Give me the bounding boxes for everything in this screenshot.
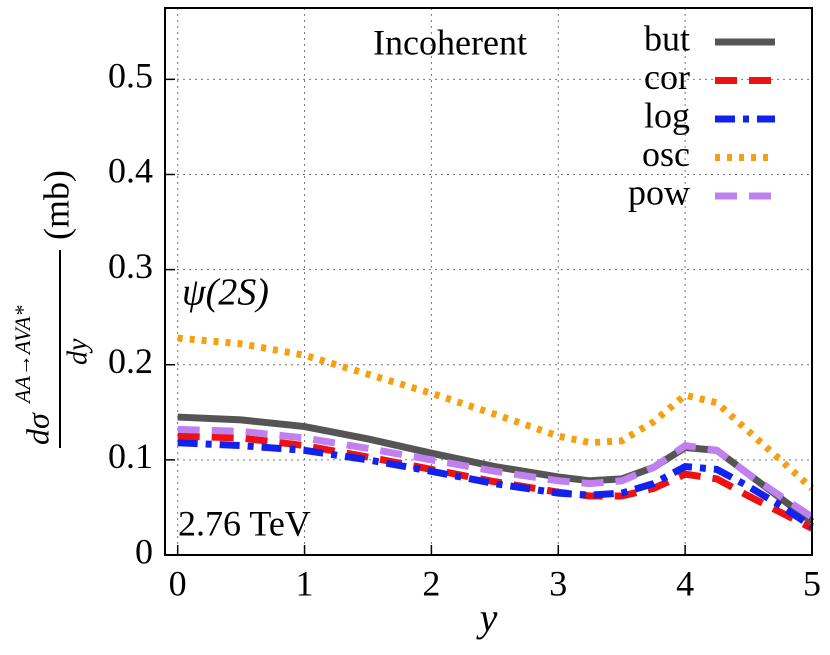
series-line: [177, 432, 814, 532]
x-tick-label: 0: [169, 563, 187, 603]
legend-label: pow: [628, 172, 690, 212]
y-label-unit: (mb): [36, 170, 76, 240]
legend-label: osc: [642, 134, 690, 174]
plot-frame: [164, 7, 813, 556]
y-tick-label: 0.5: [108, 56, 153, 96]
x-tick-label: 2: [422, 563, 440, 603]
legend-label: but: [644, 18, 690, 58]
y-tick-label: 0.3: [108, 246, 153, 286]
y-tick-label: 0.1: [108, 436, 153, 476]
y-axis-label: dσ AA→AVA* dy (mb): [10, 170, 93, 448]
x-axis-label: y: [476, 595, 498, 640]
x-tick-label: 4: [676, 563, 694, 603]
legend-label: log: [644, 95, 690, 135]
y-tick-label: 0.2: [108, 341, 153, 381]
annotation: Incoherent: [373, 22, 527, 62]
legend-label: cor: [644, 57, 690, 97]
x-tick-label: 5: [803, 563, 821, 603]
y-tick-label: 0: [135, 531, 153, 571]
annotation: 2.76 TeV: [178, 503, 311, 543]
x-tick-label: 1: [296, 563, 314, 603]
annotation: ψ(2S): [182, 272, 269, 314]
y-label-denominator: dy: [62, 338, 93, 365]
y-tick-label: 0.4: [108, 151, 153, 191]
series-line: [177, 425, 814, 520]
y-label-superscript: AA→AVA*: [10, 306, 35, 405]
x-tick-label: 3: [549, 563, 567, 603]
y-label-numerator: dσ: [19, 412, 55, 445]
